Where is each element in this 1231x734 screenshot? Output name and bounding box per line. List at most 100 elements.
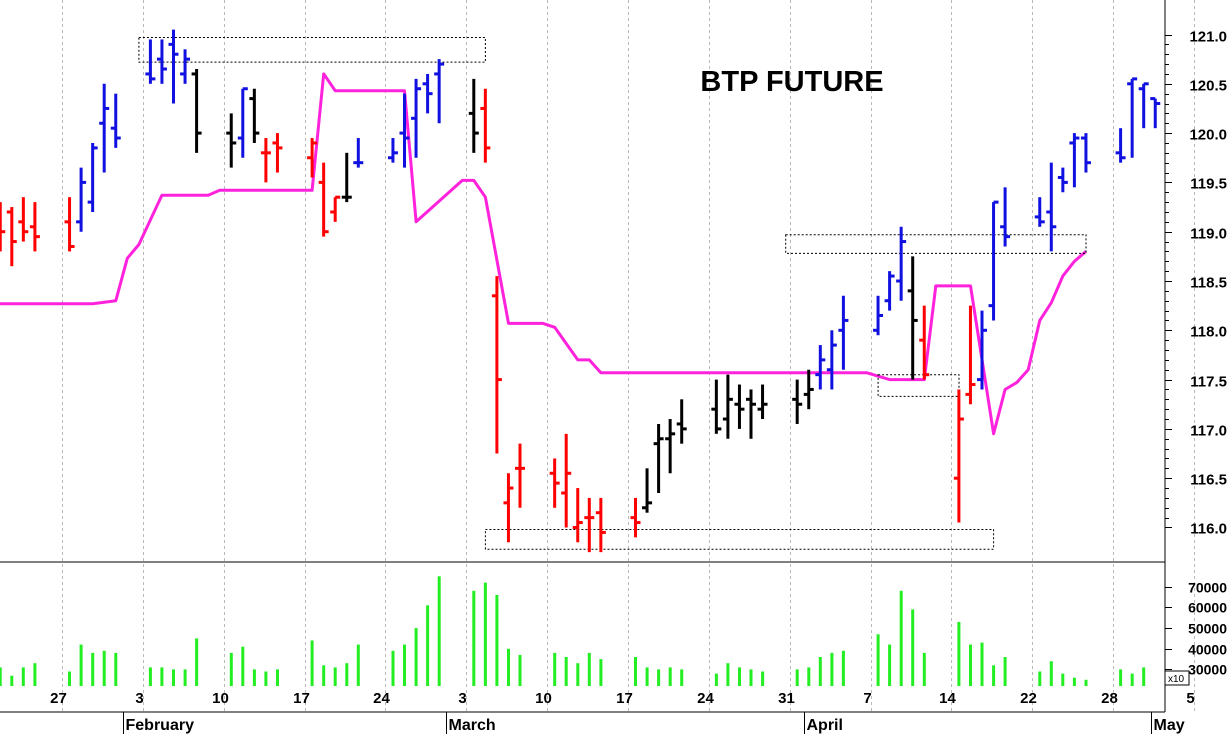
month-label: April — [807, 717, 843, 734]
price-bar — [1034, 197, 1045, 227]
volume-bar — [761, 671, 765, 686]
volume-tick-label: 40000 — [1188, 642, 1227, 658]
date-tick-label: 24 — [697, 690, 714, 707]
volume-bar — [68, 671, 71, 686]
volume-bar — [888, 644, 892, 686]
date-tick-label: 10 — [212, 690, 229, 707]
price-tick-label: 116.0 — [1190, 521, 1227, 538]
price-bar — [307, 138, 318, 178]
price-bar — [1115, 128, 1126, 163]
volume-bar — [749, 669, 753, 686]
date-tick-label: 14 — [939, 690, 956, 707]
price-bar — [0, 202, 6, 252]
price-bar — [434, 59, 445, 124]
date-tick-label: 22 — [1020, 690, 1037, 707]
volume-bar — [726, 663, 730, 686]
price-bar — [168, 29, 179, 104]
volume-bar — [1072, 677, 1076, 686]
range-box — [877, 374, 960, 397]
volume-bar — [1084, 679, 1088, 686]
price-bar — [76, 167, 87, 232]
price-bar — [411, 78, 422, 158]
price-bar — [803, 369, 814, 410]
price-bar — [965, 305, 976, 405]
volume-bar — [33, 663, 37, 686]
volume-bar — [1142, 667, 1146, 686]
volume-bar — [356, 644, 360, 686]
volume-bar — [183, 669, 187, 686]
date-tick-label: 17 — [293, 690, 310, 707]
range-boxes — [138, 37, 1087, 550]
volume-bar — [668, 667, 672, 686]
volume-bar — [969, 644, 972, 686]
volume-bar — [310, 640, 314, 686]
volume-bar — [576, 663, 580, 686]
price-bar — [792, 379, 803, 424]
price-tick-label: 116.5 — [1190, 472, 1227, 489]
volume-bars — [0, 576, 1146, 686]
volume-bar — [483, 582, 487, 686]
volume-bar — [276, 669, 279, 686]
volume-bar — [79, 644, 83, 686]
volume-bar — [818, 657, 822, 686]
volume-bar — [333, 667, 337, 686]
date-tick-label: 28 — [1101, 690, 1118, 707]
price-tick-label: 120.5 — [1189, 78, 1227, 95]
volume-bar — [1119, 669, 1123, 686]
price-bar — [6, 207, 17, 267]
price-bar — [907, 256, 918, 380]
price-bar — [953, 389, 964, 523]
price-bar — [757, 384, 768, 420]
volume-bar — [1130, 673, 1134, 686]
price-bar — [468, 78, 479, 153]
price-bar — [676, 399, 687, 444]
volume-bar — [345, 663, 349, 686]
date-tick-label: 5 — [1186, 690, 1194, 707]
volume-bar — [564, 657, 568, 686]
price-bar — [272, 133, 283, 173]
volume-bar — [437, 576, 441, 686]
volume-bar — [10, 675, 14, 686]
price-bar — [29, 202, 40, 252]
volume-tick-label: 50000 — [1188, 621, 1227, 637]
price-bar — [156, 39, 167, 84]
price-bar — [826, 330, 837, 390]
price-bar — [642, 468, 653, 513]
volume-bar — [1003, 657, 1007, 686]
price-bar — [873, 295, 884, 336]
price-bar — [387, 138, 398, 163]
price-tick-label: 119.5 — [1190, 176, 1227, 193]
price-bar — [260, 138, 271, 183]
volume-bar — [391, 650, 395, 686]
volume-bar — [657, 669, 661, 686]
volume-bar — [830, 652, 834, 686]
price-bar — [1127, 77, 1138, 158]
volume-bar — [91, 652, 95, 686]
price-bar — [815, 345, 826, 390]
volume-bar — [980, 642, 984, 686]
volume-bar — [507, 648, 510, 686]
range-box — [138, 37, 486, 63]
volume-tick-label: 30000 — [1188, 662, 1227, 678]
volume-bar — [876, 634, 880, 686]
price-bar — [1080, 133, 1091, 173]
trend-line-layer — [0, 72, 1087, 436]
volume-bar — [252, 669, 256, 686]
price-bars — [0, 29, 1161, 553]
volume-bar — [841, 650, 845, 686]
date-tick-label: 3 — [135, 690, 143, 707]
volume-bar — [495, 595, 499, 686]
range-box — [785, 234, 1087, 254]
price-bar — [18, 197, 29, 242]
volume-bar — [992, 665, 996, 686]
price-bar — [353, 138, 364, 168]
price-tick-label: 118.5 — [1190, 275, 1227, 292]
date-tick-label: 31 — [778, 690, 795, 707]
chart-frame — [0, 0, 1166, 713]
volume-bar — [148, 667, 152, 686]
price-bar — [561, 433, 572, 528]
volume-bar — [114, 652, 118, 686]
date-tick-label: 24 — [373, 690, 390, 707]
price-tick-label: 117.0 — [1190, 423, 1227, 440]
price-bar — [491, 276, 502, 454]
